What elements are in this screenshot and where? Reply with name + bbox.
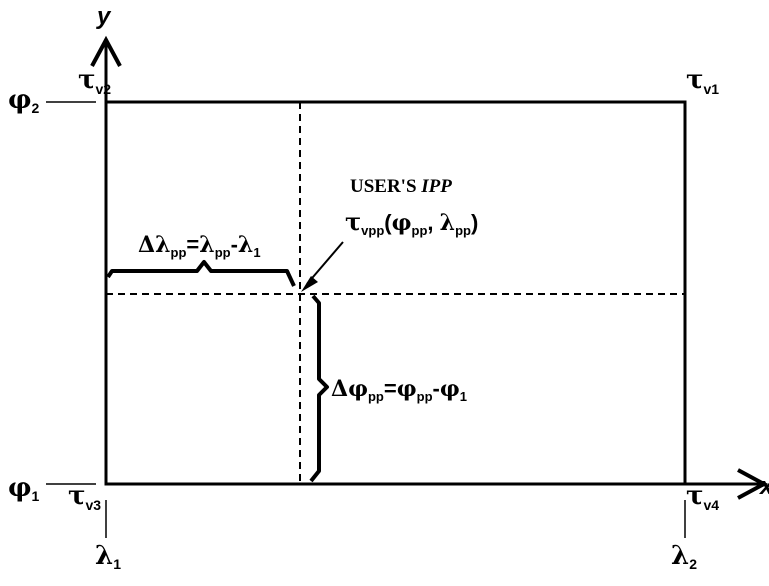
ipp-value-formula: τvpp(φpp, λpp): [345, 207, 478, 238]
tau-v3-label: τv3: [68, 481, 101, 513]
tau-v1-label: τv1: [686, 65, 719, 97]
tau-v2-label: τv2: [78, 65, 111, 97]
tau-v4-label: τv4: [686, 481, 719, 513]
delta-lambda-formula: Δλpp=λpp-λ1: [138, 232, 261, 260]
x-axis: x: [685, 468, 769, 500]
delta-phi-formula: Δφpp=φpp-φ1: [331, 376, 467, 404]
phi2-label: φ2: [8, 85, 40, 116]
phi1-label: φ1: [8, 473, 40, 504]
delta-phi-brace: [309, 294, 329, 483]
ipp-title: USER'S IPP: [350, 176, 452, 197]
delta-lambda-brace: [106, 260, 296, 287]
x-axis-label: x: [758, 473, 769, 500]
ipp-pointer-arrow: [301, 241, 344, 292]
lambda1-label: λ1: [95, 541, 121, 572]
y-axis-label: y: [96, 3, 112, 30]
lambda2-label: λ2: [671, 541, 697, 572]
